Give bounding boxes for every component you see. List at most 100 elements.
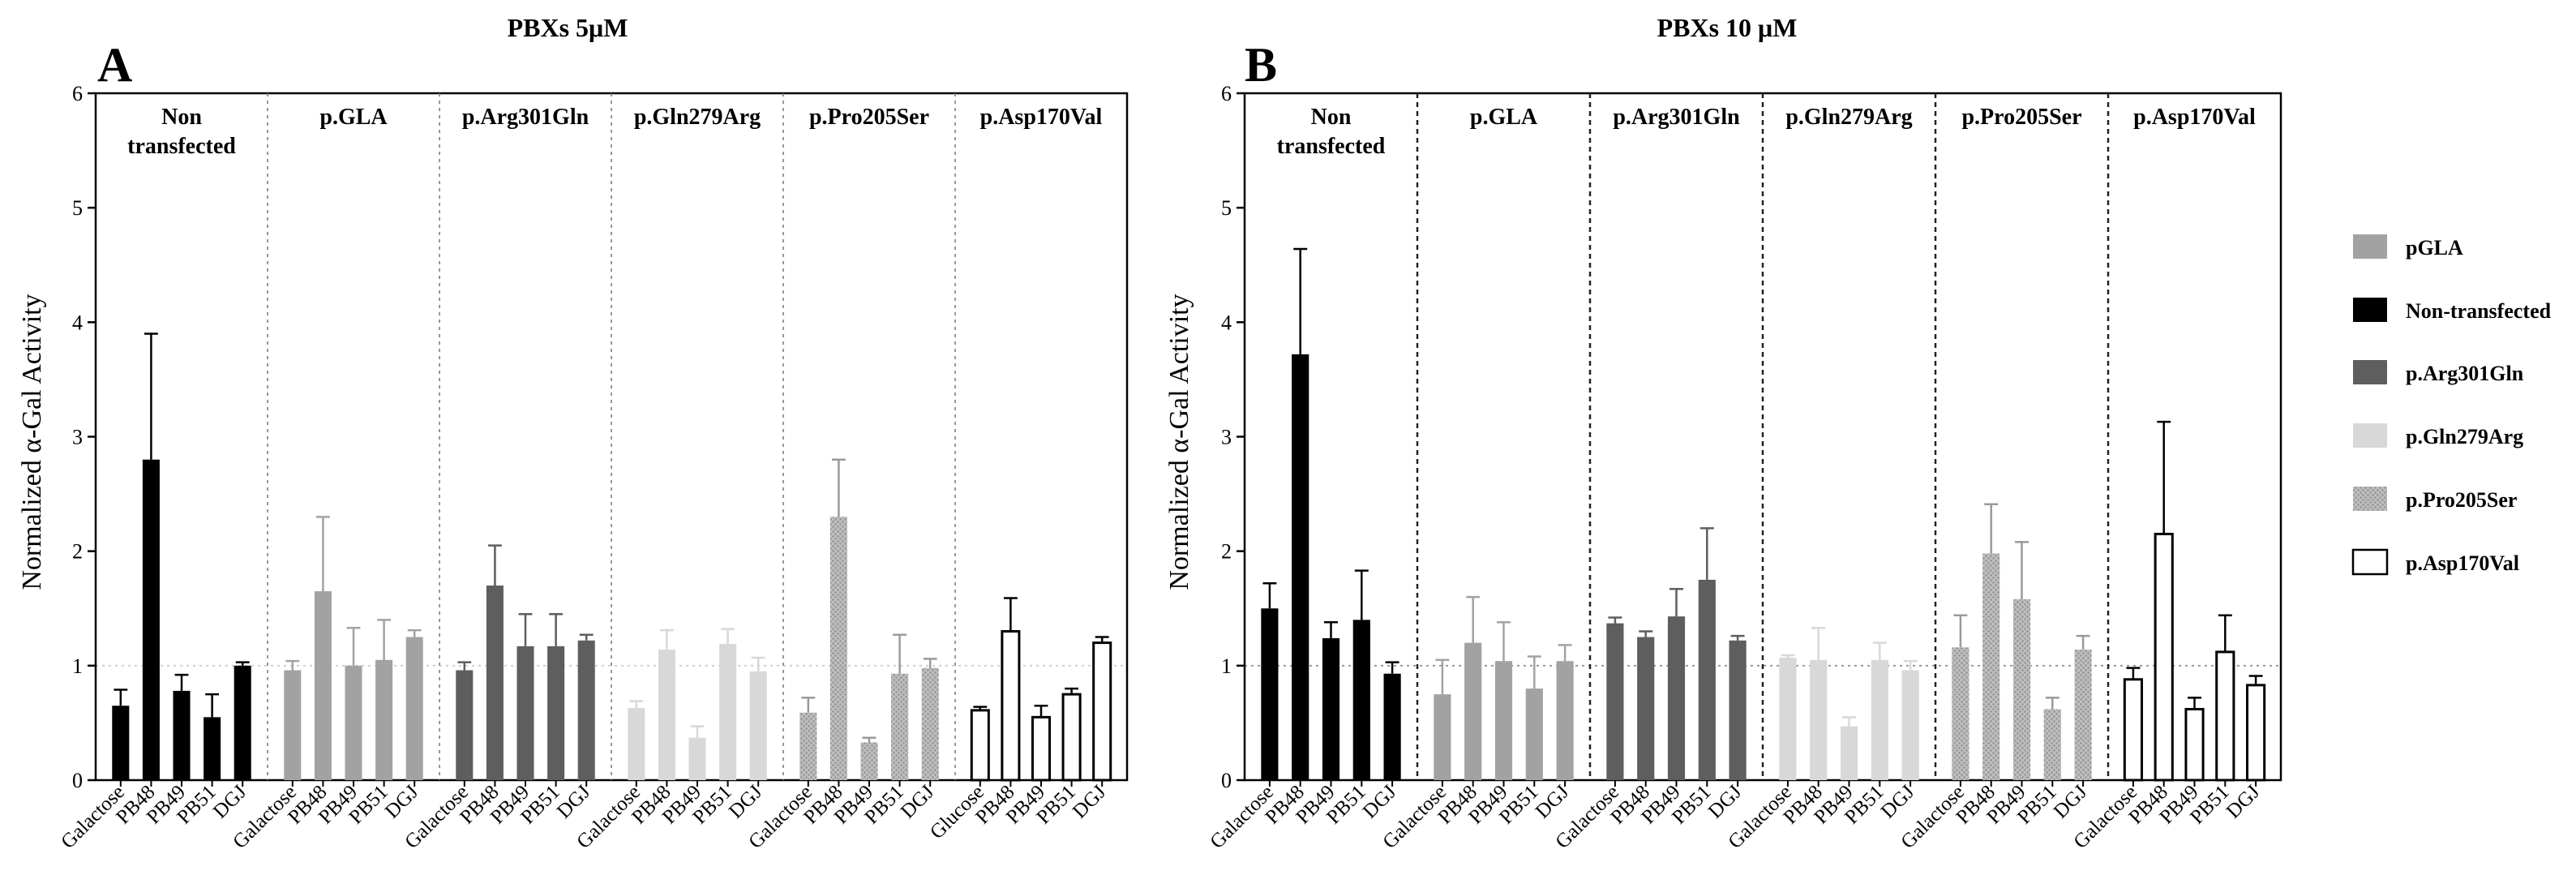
panel-a-group-label: p.GLA xyxy=(319,105,388,130)
panel-a-bar xyxy=(345,665,362,780)
panel-b-bar xyxy=(1352,620,1370,780)
panel-b-bar xyxy=(1952,647,1970,780)
panel-b-letter: B xyxy=(1245,38,1277,92)
panel-a-category-label: DGJ xyxy=(725,781,767,823)
panel-b-category-label: DGJ xyxy=(1532,781,1574,823)
panel-a-bar xyxy=(749,671,767,780)
panel-b-bar xyxy=(1494,661,1513,780)
panel-a-bar xyxy=(314,591,332,780)
panel-b-group-label: p.Gln279Arg xyxy=(1785,105,1912,130)
panel-a-bar xyxy=(112,706,130,780)
legend-swatch-gln279arg xyxy=(2353,423,2387,448)
panel-b-bar xyxy=(1667,616,1686,780)
panel-a-bar xyxy=(405,637,423,780)
legend-label-asp170val: p.Asp170Val xyxy=(2406,551,2519,575)
panel-b-bar xyxy=(1525,689,1543,780)
legend-swatch-pro205ser xyxy=(2353,487,2387,511)
legend-label-arg301gln: p.Arg301Gln xyxy=(2406,362,2524,385)
panel-a-category-label: DGJ xyxy=(209,781,251,823)
legend-label-gln279arg: p.Gln279Arg xyxy=(2406,425,2523,448)
panel-b-group-label: transfected xyxy=(1277,134,1386,159)
panel-a-bar xyxy=(204,717,221,780)
panel-a-category-label: DGJ xyxy=(1069,781,1111,823)
panel-a-ytick-label: 5 xyxy=(72,196,83,220)
panel-b-category-label: DGJ xyxy=(1704,781,1747,823)
panel-a-ytick-label: 3 xyxy=(72,426,83,449)
panel-a-group-label: transfected xyxy=(127,134,236,159)
panel-b-bar xyxy=(2043,709,2061,780)
panel-a-bar xyxy=(375,659,393,780)
panel-b-group-label: p.GLA xyxy=(1470,105,1538,130)
panel-b-bar xyxy=(2154,532,2174,782)
panel-a-bar xyxy=(284,670,302,780)
panel-a-bar xyxy=(628,708,645,780)
panel-a-bar xyxy=(921,667,939,780)
panel-a-bar xyxy=(860,742,878,780)
panel-b-group-label: Non xyxy=(1311,105,1352,130)
panel-b-bar xyxy=(1383,673,1401,780)
panel-b-ytick-label: 6 xyxy=(1221,82,1232,105)
panel-a-bar xyxy=(829,517,847,780)
panel-a-bar xyxy=(1031,715,1052,782)
legend-label-pro205ser: p.Pro205Ser xyxy=(2406,488,2517,512)
panel-b-plot: 0123456NontransfectedGalactosePB48PB49PB… xyxy=(1206,82,2282,853)
panel-b-category-label: DGJ xyxy=(1359,781,1401,823)
panel-b-ytick-label: 3 xyxy=(1221,426,1232,449)
panel-a-group-label: p.Pro205Ser xyxy=(809,105,929,130)
panel-b-bar xyxy=(1729,640,1747,780)
panel-a-ytick-label: 6 xyxy=(72,82,83,105)
panel-b-bar xyxy=(1840,726,1858,780)
panel-b-group-label: p.Arg301Gln xyxy=(1613,105,1740,130)
panel-a-category-label: DGJ xyxy=(381,781,423,823)
legend-swatch-asp170val xyxy=(2351,548,2389,576)
panel-b-bar xyxy=(1871,659,1888,780)
legend-label-non-transfected: Non-transfected xyxy=(2406,299,2552,323)
panel-b-bar xyxy=(1464,642,1482,780)
panel-a-bar xyxy=(891,673,909,780)
panel-a-letter: A xyxy=(97,38,132,92)
legend: pGLA Non-transfected p.Arg301Gln p.Gln27… xyxy=(2351,234,2552,576)
panel-a-bar xyxy=(547,646,565,780)
panel-b-bar xyxy=(1606,623,1624,780)
panel-a-bar xyxy=(1092,641,1112,782)
panel-a-bar xyxy=(1061,693,1082,782)
panel-b-ytick-label: 0 xyxy=(1221,769,1232,792)
panel-b-bar xyxy=(1556,661,1574,780)
panel-b-bar xyxy=(2215,650,2235,782)
panel-a-bar xyxy=(516,646,534,780)
panel-a-group-label: p.Asp170Val xyxy=(980,105,1103,130)
panel-a-bar xyxy=(486,586,504,780)
panel-a-category-label: DGJ xyxy=(897,781,939,823)
panel-b-ylabel: Normalized α-Gal Activity xyxy=(1164,294,1194,590)
panel-b-bar xyxy=(1637,637,1655,780)
panel-b-ytick-label: 2 xyxy=(1221,540,1232,564)
panel-a-bar xyxy=(142,459,160,780)
legend-swatch-non-transfected xyxy=(2353,298,2387,322)
panel-a-ylabel: Normalized α-Gal Activity xyxy=(17,294,47,590)
panel-b-bar xyxy=(2012,598,2031,780)
panel-b-ytick-label: 4 xyxy=(1221,311,1232,334)
panel-a-bar xyxy=(173,690,191,780)
panel-b-bar xyxy=(2123,678,2143,782)
panel-a-bar xyxy=(234,665,251,780)
panel-a-ytick-label: 4 xyxy=(72,311,83,334)
panel-b-bar xyxy=(2246,684,2266,782)
panel-b-bar xyxy=(1901,670,1919,780)
panel-a-category-label: DGJ xyxy=(553,781,595,823)
panel-a-title: PBXs 5μM xyxy=(508,13,628,42)
panel-a-plot: 0123456NontransfectedGalactosePB48PB49PB… xyxy=(57,82,1129,853)
panel-b-bar xyxy=(2074,650,2092,780)
panel-a-ytick-label: 2 xyxy=(72,540,83,564)
panel-b-bar xyxy=(1322,637,1340,780)
panel-b-group-label: p.Pro205Ser xyxy=(1961,105,2081,130)
panel-a-bar xyxy=(577,640,595,780)
panel-b-bar xyxy=(1261,608,1279,780)
panel-a-bar xyxy=(658,650,675,780)
panel-b-bar xyxy=(1982,553,2000,780)
panel-b-category-label: DGJ xyxy=(1877,781,1919,823)
panel-a-bar xyxy=(799,712,817,780)
panel-b-group-label: p.Asp170Val xyxy=(2133,105,2256,130)
panel-b-ytick-label: 1 xyxy=(1221,654,1232,678)
panel-b-bar xyxy=(2184,707,2205,782)
